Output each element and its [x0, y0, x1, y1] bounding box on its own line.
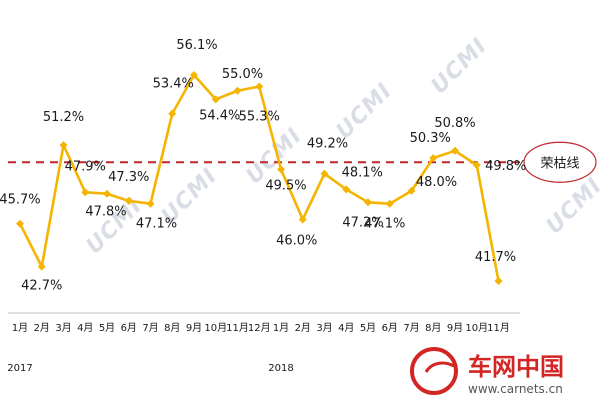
x-tick-label: 11月: [226, 322, 249, 334]
data-point: [124, 196, 133, 205]
data-point: [451, 146, 459, 155]
data-label: 53.4%: [153, 77, 194, 92]
data-label: 50.3%: [410, 131, 451, 146]
logo-url: www.carnets.cn: [468, 382, 563, 396]
data-point: [298, 215, 307, 224]
x-tick-label: 8月: [164, 322, 180, 334]
data-label: 55.0%: [222, 67, 263, 82]
data-label: 49.2%: [307, 137, 348, 152]
data-label: 45.7%: [0, 193, 41, 208]
x-tick-label: 9月: [186, 322, 202, 334]
x-tick-label: 6月: [382, 322, 398, 334]
data-point: [146, 199, 155, 208]
logo-mark-icon: [410, 347, 458, 395]
data-point: [59, 141, 68, 150]
x-tick-label: 12月: [248, 322, 271, 334]
data-point: [320, 169, 329, 178]
data-label: 55.3%: [239, 109, 280, 124]
reference-badge: [523, 141, 597, 183]
data-label: 49.5%: [265, 178, 306, 193]
data-label: 47.3%: [108, 170, 149, 185]
x-tick-labels: 1月 2月 3月 4月 5月 6月 7月 8月 9月 10月 11月 12月 1月 2月 3月 4月 5月 6月 7…: [12, 322, 510, 334]
x-tick-label: 4月: [338, 322, 354, 334]
data-point: [472, 161, 481, 170]
data-label: 41.7%: [475, 250, 516, 265]
data-label: 54.4%: [199, 108, 240, 123]
logo-swoosh-icon: [424, 361, 455, 373]
x-tick-label: 2月: [34, 322, 50, 334]
data-label: 50.8%: [434, 116, 475, 131]
series-group: 45.7% 42.7% 51.2% 47.9% 47.8% 47.3% 47.1% 53.4%…: [0, 38, 526, 294]
watermark-text: UCMI: [542, 173, 600, 239]
data-label: 48.0%: [416, 175, 457, 190]
x-tick-label: 1月: [273, 322, 289, 334]
data-point: [233, 86, 242, 95]
watermark-text: UCMI: [427, 33, 493, 99]
data-label: 51.2%: [43, 110, 84, 125]
data-label: 56.1%: [176, 38, 217, 53]
data-point: [429, 153, 438, 162]
data-point: [168, 109, 177, 118]
reference-line-label: 荣枯线: [540, 156, 579, 171]
x-tick-label: 4月: [77, 322, 93, 334]
year-labels: 2017 2018: [7, 363, 293, 374]
data-point: [277, 165, 285, 174]
data-label: 47.8%: [85, 205, 126, 220]
data-label: 48.1%: [342, 165, 383, 180]
x-tick-label: 10月: [465, 322, 488, 334]
data-point: [16, 219, 24, 228]
data-label: 42.7%: [21, 279, 62, 294]
x-tick-label: 3月: [55, 322, 71, 334]
data-point: [342, 185, 351, 194]
data-point: [385, 199, 394, 208]
x-tick-label: 11月: [487, 322, 510, 334]
year-label: 2018: [268, 363, 293, 374]
data-point: [211, 95, 220, 104]
x-tick-label: 8月: [425, 322, 441, 334]
data-point: [255, 82, 264, 91]
x-tick-label: 5月: [99, 322, 115, 334]
data-point: [103, 189, 111, 198]
reference-line-group: 荣枯线: [8, 141, 597, 183]
data-point: [37, 262, 46, 271]
x-tick-label: 10月: [204, 322, 227, 334]
data-point: [364, 198, 372, 207]
x-tick-label: 3月: [316, 322, 332, 334]
data-label: 47.1%: [136, 217, 177, 232]
data-point: [190, 71, 198, 80]
x-tick-label: 1月: [12, 322, 28, 334]
data-label: 49.8%: [485, 159, 526, 174]
x-tick-label: 6月: [121, 322, 137, 334]
data-label: 47.2%: [342, 215, 383, 230]
x-tick-label: 2月: [295, 322, 311, 334]
data-point: [407, 186, 416, 195]
year-label: 2017: [7, 363, 32, 374]
data-point: [81, 188, 90, 197]
logo-text: 车网中国: [468, 353, 564, 381]
data-label: 47.9%: [65, 159, 106, 174]
data-label: 46.0%: [276, 233, 317, 248]
data-point: [494, 276, 503, 285]
x-tick-label: 9月: [447, 322, 463, 334]
x-tick-label: 7月: [142, 322, 158, 334]
x-tick-label: 7月: [403, 322, 419, 334]
data-label: 47.1%: [364, 217, 405, 232]
x-tick-label: 5月: [360, 322, 376, 334]
watermark-text: UCMI: [332, 78, 398, 144]
